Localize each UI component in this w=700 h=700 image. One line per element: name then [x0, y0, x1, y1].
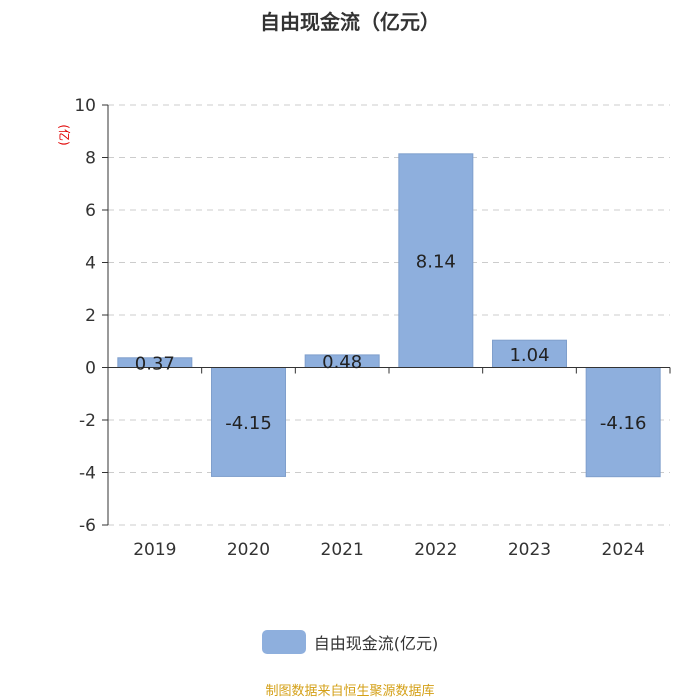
data-label: 8.14 [416, 252, 456, 273]
y-tick-label: 10 [74, 96, 96, 116]
data-label: -4.15 [225, 413, 272, 434]
y-axis-label: (亿) [57, 124, 72, 145]
chart-title: 自由现金流（亿元） [260, 10, 440, 34]
x-tick-label: 2024 [602, 540, 645, 560]
y-tick-label: 4 [85, 254, 96, 274]
watermark: 制图数据来自恒生聚源数据库 [265, 684, 435, 699]
data-label: -4.16 [600, 413, 647, 434]
data-label: 1.04 [509, 345, 549, 366]
legend[interactable]: 自由现金流(亿元) [0, 630, 700, 654]
y-tick-label: -6 [79, 516, 96, 536]
bar [492, 339, 567, 369]
x-tick-label: 2020 [227, 540, 270, 560]
y-tick-label: -2 [79, 411, 96, 431]
x-tick-label: 2021 [321, 540, 364, 560]
y-tick-label: -4 [79, 464, 96, 484]
bars [117, 153, 661, 478]
data-label: 0.37 [135, 354, 175, 375]
legend-label: 自由现金流(亿元) [313, 634, 439, 653]
y-tick-label: 8 [85, 149, 96, 169]
bar [585, 367, 661, 478]
gridlines [108, 104, 670, 526]
y-tick-label: 0 [85, 359, 96, 379]
bar [398, 153, 474, 368]
x-tick-label: 2019 [133, 540, 176, 560]
legend-swatch [261, 630, 306, 654]
axes [102, 104, 671, 526]
y-tick-label: 6 [85, 201, 96, 221]
x-tick-label: 2023 [508, 540, 551, 560]
data-label: 0.48 [322, 352, 362, 373]
y-tick-label: 2 [85, 306, 96, 326]
x-tick-label: 2022 [414, 540, 457, 560]
labels: 10 8 6 4 2 0 -2 -4 -6 2019 2020 2021 2022 2023 2024 0.3… [57, 96, 646, 560]
